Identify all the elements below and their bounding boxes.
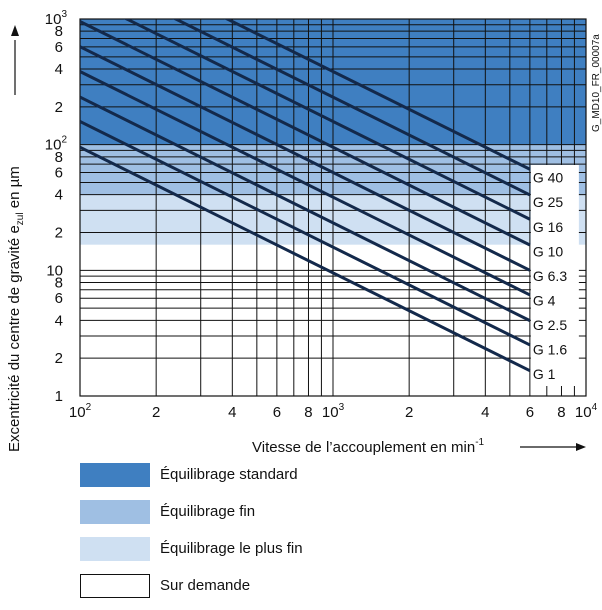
grade-line-g-6-3 [80,45,531,272]
y-tick-label: 1 [55,388,63,405]
legend-label-plus-fin: Équilibrage le plus fin [160,540,303,557]
x-tick-label: 8 [304,404,312,421]
grade-line-g-1 [80,145,531,373]
grade-label: G 1.6 [533,342,567,358]
y-tick-label: 8 [55,149,63,166]
y-tick-label: 4 [55,61,63,78]
legend-label-fin: Équilibrage fin [160,503,256,520]
x-tick-label: 8 [557,404,565,421]
grade-lines [80,19,531,373]
y-tick-label: 6 [55,165,63,182]
grade-labels: G 40 G 25 G 16 G 10 G 6.3 G 4 G 2.5 G 1.6 G 1 [530,165,579,386]
x-axis-arrow-head [576,443,586,451]
legend: Équilibrage standard Équilibrage fin Équ… [80,462,500,610]
y-tick-label: 8 [55,23,63,40]
grade-label: G 2.5 [533,317,567,333]
y-tick-label: 2 [55,225,63,242]
legend-item-standard: Équilibrage standard [80,462,500,487]
grade-line-g-2-5 [80,95,531,322]
y-axis-arrow-head [11,25,19,36]
grade-label: G 1 [533,366,556,382]
y-tick-label: 103 [45,9,68,28]
legend-swatch-fin [80,499,150,524]
y-tick-label: 102 [45,135,68,154]
grade-line-g-40 [223,19,531,171]
x-tick-label: 6 [273,404,281,421]
legend-item-fin: Équilibrage fin [80,499,500,524]
y-axis-label: Excentricité du centre de gravité ezul e… [6,166,26,452]
balancing-grade-chart: G 40 G 25 G 16 G 10 G 6.3 G 4 G 2.5 G 1.6 G 1 10… [6,9,602,455]
legend-label-standard: Équilibrage standard [160,466,298,483]
grade-label: G 4 [533,292,556,308]
x-axis-label: Vitesse de l’accouplement en min-1 [252,437,485,455]
legend-item-sur-demande: Sur demande [80,573,500,598]
y-tick-label: 6 [55,290,63,307]
drawing-code-label: G_MD10_FR_00007a [591,34,602,132]
legend-item-plus-fin: Équilibrage le plus fin [80,536,500,561]
grade-line-g-4 [80,70,531,297]
y-tick-label: 6 [55,39,63,56]
x-tick-label: 104 [575,402,598,421]
grade-line-g-25 [172,19,531,197]
grade-line-g-10 [80,20,531,247]
x-tick-labels: 102 2 4 6 8 103 2 4 6 8 104 [69,402,598,421]
grade-label: G 40 [533,170,564,186]
x-tick-label: 4 [481,404,489,421]
y-tick-label: 10 [46,262,63,279]
x-tick-label: 4 [228,404,236,421]
x-tick-label: 6 [526,404,534,421]
legend-swatch-sur-demande [80,573,150,598]
y-tick-label: 4 [55,312,63,329]
grade-label: G 10 [533,243,564,259]
y-tick-label: 2 [55,99,63,116]
y-tick-label: 2 [55,350,63,367]
x-tick-label: 2 [405,404,413,421]
x-tick-label: 2 [152,404,160,421]
y-tick-label: 8 [55,275,63,292]
grade-label: G 25 [533,194,564,210]
grade-line-g-16 [123,19,531,221]
legend-swatch-plus-fin [80,536,150,561]
grade-line-g-1-6 [80,120,531,347]
grade-label-box [530,165,579,386]
x-tick-label: 103 [322,402,345,421]
chart-grid [79,18,587,397]
legend-swatch-standard [80,462,150,487]
plot-frame [79,18,587,397]
grade-label: G 16 [533,219,564,235]
grade-label: G 6.3 [533,268,567,284]
x-tick-label: 102 [69,402,92,421]
y-tick-label: 4 [55,187,63,204]
legend-label-sur-demande: Sur demande [160,577,251,594]
